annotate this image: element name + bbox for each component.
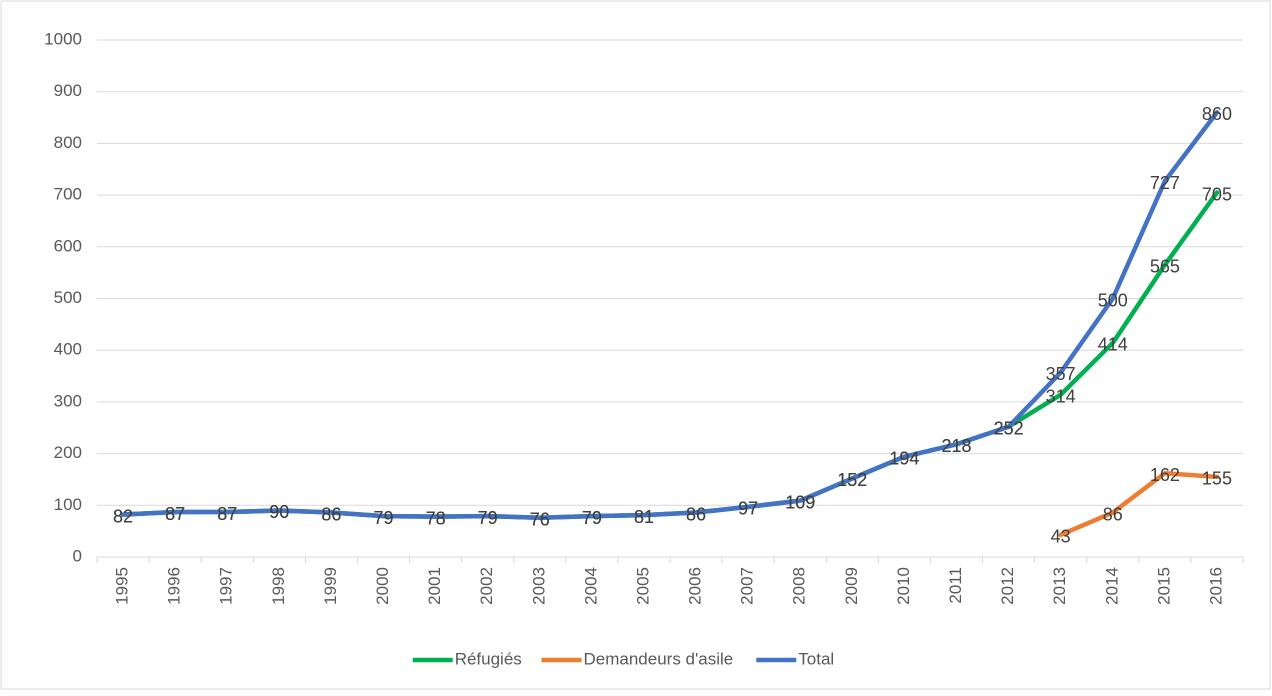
- data-label: 78: [426, 508, 446, 528]
- data-label: 76: [530, 509, 550, 529]
- data-label: 79: [373, 508, 393, 528]
- data-label: 79: [373, 508, 393, 528]
- x-tick-label: 2006: [686, 567, 705, 605]
- data-label: 97: [738, 499, 758, 519]
- y-tick-label: 900: [54, 81, 82, 100]
- data-label: 81: [634, 507, 654, 527]
- x-tick-label: 1995: [113, 567, 132, 605]
- y-tick-label: 700: [54, 185, 82, 204]
- series-line: [1058, 470, 1220, 538]
- y-tick-label: 200: [54, 443, 82, 462]
- data-label: 414: [1098, 335, 1128, 355]
- x-tick-label: 2016: [1206, 567, 1225, 605]
- x-tick-label: 2011: [946, 567, 965, 604]
- data-label: 194: [889, 448, 919, 468]
- series-line: [120, 110, 1220, 520]
- data-label: 87: [165, 504, 185, 524]
- data-label: 86: [1103, 504, 1123, 524]
- data-label: 82: [113, 506, 133, 526]
- data-label: 97: [738, 499, 758, 519]
- data-label: 218: [941, 436, 971, 456]
- x-tick-label: 2015: [1154, 567, 1173, 605]
- x-tick-label: 2005: [633, 567, 652, 605]
- data-label: 87: [217, 504, 237, 524]
- y-tick-label: 300: [54, 391, 82, 410]
- data-label: 252: [994, 418, 1024, 438]
- y-tick-label: 600: [54, 236, 82, 255]
- legend-label: Total: [798, 649, 834, 668]
- data-label: 86: [321, 504, 341, 524]
- y-tick-label: 0: [73, 546, 82, 565]
- data-label: 79: [478, 508, 498, 528]
- data-label: 500: [1098, 290, 1128, 310]
- data-label: 87: [217, 504, 237, 524]
- data-label: 81: [634, 507, 654, 527]
- x-tick-label: 2000: [373, 567, 392, 605]
- legend-label: Demandeurs d'asile: [584, 649, 734, 668]
- data-label: 78: [426, 508, 446, 528]
- data-label: 79: [582, 508, 602, 528]
- x-tick-label: 2014: [1102, 567, 1121, 605]
- x-tick-label: 2008: [790, 567, 809, 605]
- data-label: 152: [837, 470, 867, 490]
- x-tick-label: 2004: [581, 567, 600, 605]
- y-tick-label: 100: [54, 495, 82, 514]
- data-label: 705: [1202, 184, 1232, 204]
- x-tick-label: 1999: [321, 567, 340, 605]
- x-tick-label: 2003: [529, 567, 548, 605]
- y-tick-label: 800: [54, 133, 82, 152]
- data-label: 86: [321, 504, 341, 524]
- data-label: 860: [1202, 104, 1232, 124]
- x-tick-label: 1996: [165, 567, 184, 605]
- data-label: 87: [165, 504, 185, 524]
- x-tick-label: 2009: [842, 567, 861, 605]
- data-label: 109: [785, 492, 815, 512]
- data-label: 79: [478, 508, 498, 528]
- legend: Réfugiés Demandeurs d'asile Total: [412, 649, 834, 668]
- data-label: 43: [1051, 527, 1071, 547]
- data-label: 155: [1202, 469, 1232, 489]
- x-tick-label: 1997: [217, 567, 236, 605]
- data-label: 565: [1150, 257, 1180, 277]
- x-tick-label: 1998: [269, 567, 288, 605]
- legend-label: Réfugiés: [455, 649, 522, 668]
- data-label: 218: [941, 436, 971, 456]
- y-tick-label: 1000: [44, 29, 82, 48]
- data-label: 727: [1150, 173, 1180, 193]
- data-label: 357: [1046, 364, 1076, 384]
- data-label: 90: [269, 502, 289, 522]
- data-label: 252: [994, 418, 1024, 438]
- data-label: 314: [1046, 386, 1076, 406]
- x-tick-label: 2007: [738, 567, 757, 605]
- y-tick-label: 400: [54, 340, 82, 359]
- x-tick-label: 2001: [425, 567, 444, 605]
- data-label: 86: [686, 504, 706, 524]
- data-label: 82: [113, 506, 133, 526]
- y-tick-label: 500: [54, 288, 82, 307]
- x-tick-label: 2010: [894, 567, 913, 605]
- x-tick-label: 2013: [1050, 567, 1069, 605]
- data-label: 90: [269, 502, 289, 522]
- x-tick-label: 2012: [998, 567, 1017, 605]
- x-tick-label: 2002: [477, 567, 496, 605]
- data-label: 79: [582, 508, 602, 528]
- data-label: 109: [785, 492, 815, 512]
- data-label: 162: [1150, 465, 1180, 485]
- data-label: 86: [686, 504, 706, 524]
- data-label: 76: [530, 509, 550, 529]
- data-label: 194: [889, 448, 919, 468]
- data-label: 152: [837, 470, 867, 490]
